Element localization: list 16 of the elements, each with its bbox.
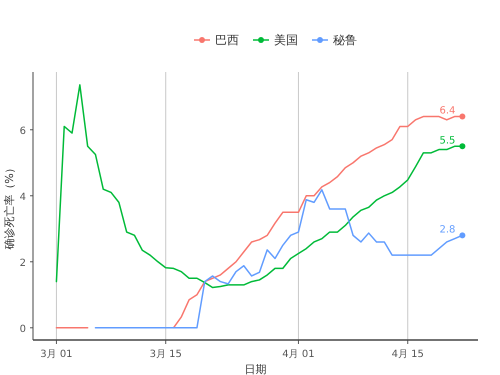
legend-label: 秘鲁	[333, 33, 357, 47]
annotation: 6.4	[439, 106, 456, 117]
x-axis-title: 日期	[244, 363, 266, 375]
legend-label: 巴西	[215, 33, 239, 47]
y-tick-label: 4	[20, 192, 26, 203]
annotation: 5.5	[439, 135, 456, 146]
y-tick-label: 6	[20, 126, 26, 137]
annotation: 2.8	[439, 224, 456, 236]
x-tick-label: 3月 01	[40, 349, 73, 360]
x-tick-label: 4月 15	[392, 349, 424, 360]
y-tick-label: 2	[20, 258, 26, 269]
legend-label: 美国	[274, 33, 298, 47]
x-tick-label: 3月 15	[150, 349, 182, 360]
y-axis-title: 确诊死亡率（%）	[3, 162, 16, 251]
y-tick-label: 0	[20, 324, 26, 335]
x-tick-label: 4月 01	[282, 349, 315, 360]
